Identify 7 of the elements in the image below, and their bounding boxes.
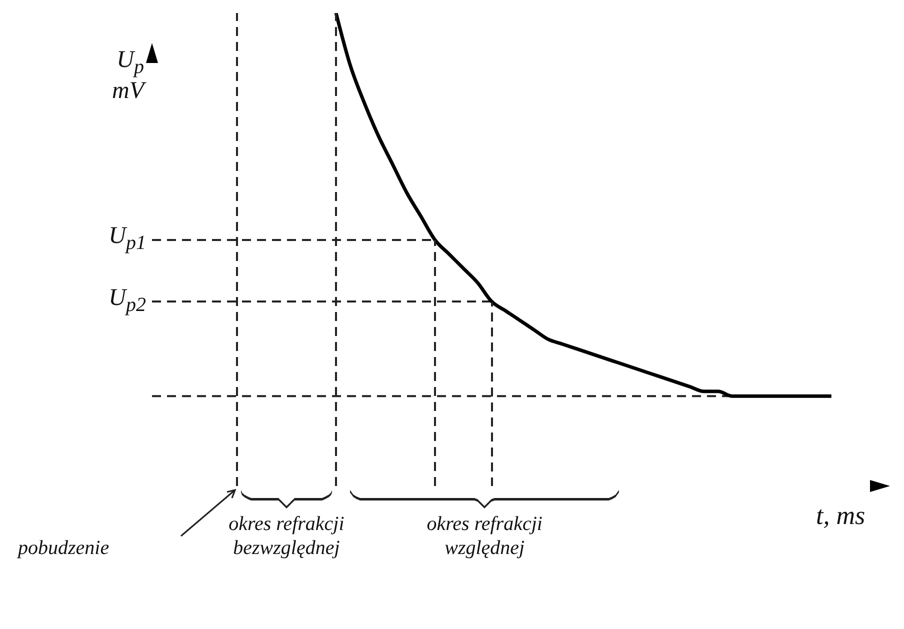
text: pobudzenie [18, 536, 110, 560]
x-axis-title: t, ms [816, 501, 866, 530]
ref-line-label: U$_{p2}$ [108, 284, 146, 316]
text: okres refrakcji względnej [426, 512, 544, 560]
ref-line-label: U$_{p1}$ [108, 223, 146, 255]
y-axis-title: U$_{p}$ mV [112, 47, 144, 104]
text: okres refrakcji bezwzględnej [228, 512, 346, 560]
